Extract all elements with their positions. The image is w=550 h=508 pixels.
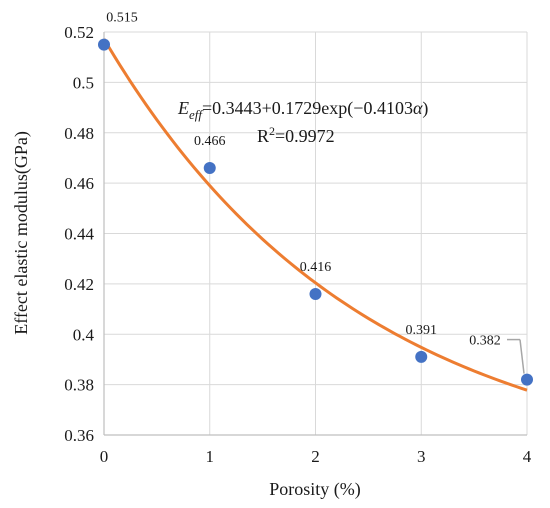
x-tick-label: 2 — [311, 447, 320, 466]
y-tick-label: 0.46 — [64, 174, 94, 193]
data-label: 0.466 — [194, 134, 226, 149]
data-label-leader-line — [519, 339, 525, 374]
y-tick-label: 0.42 — [64, 275, 94, 294]
data-points — [98, 38, 533, 386]
equation-close: ) — [422, 98, 428, 119]
equation-var: α — [413, 98, 423, 118]
trendline — [102, 38, 528, 392]
grid — [104, 31, 528, 435]
equation-main: E — [177, 98, 189, 118]
y-tick-label: 0.48 — [64, 124, 94, 143]
y-tick-label: 0.5 — [73, 73, 94, 92]
y-tick-label: 0.52 — [64, 23, 94, 42]
data-point — [98, 38, 110, 51]
data-labels: 0.515 0.466 0.416 0.391 0.382 — [106, 11, 501, 349]
y-tick-label: 0.44 — [64, 225, 94, 244]
y-axis-label: Effect elastic modulus(GPa) — [11, 131, 32, 335]
r2-sup: 2 — [269, 124, 275, 138]
r2-base: R — [257, 126, 269, 146]
data-point — [309, 287, 322, 300]
data-point — [203, 162, 216, 175]
trendline-equation: Eeff=0.3443+0.1729exp(−0.4103α) — [177, 98, 428, 122]
data-label: 0.391 — [406, 323, 438, 338]
x-tick-label: 4 — [523, 447, 532, 466]
r-squared: R2=0.9972 — [257, 124, 335, 146]
data-point — [415, 350, 428, 363]
x-tick-label: 1 — [206, 447, 215, 466]
r2-value: =0.9972 — [275, 126, 335, 146]
x-axis-label: Porosity (%) — [269, 479, 361, 500]
x-tick-label: 3 — [417, 447, 426, 466]
y-tick-label: 0.38 — [64, 376, 94, 395]
tick-labels: 0.36 0.38 0.4 0.42 0.44 0.46 0.48 0.5 0.52 0 1 2 3 4 — [64, 23, 532, 466]
equation-sub: eff — [189, 107, 204, 122]
y-tick-label: 0.36 — [64, 426, 94, 445]
y-tick-label: 0.4 — [73, 325, 95, 344]
data-label: 0.515 — [106, 11, 138, 26]
data-point — [521, 373, 533, 386]
equation-rest: =0.3443+0.1729exp(−0.4103 — [202, 98, 413, 119]
data-label: 0.382 — [469, 334, 501, 349]
axes — [103, 32, 527, 436]
x-tick-label: 0 — [100, 447, 109, 466]
data-label: 0.416 — [300, 260, 332, 275]
